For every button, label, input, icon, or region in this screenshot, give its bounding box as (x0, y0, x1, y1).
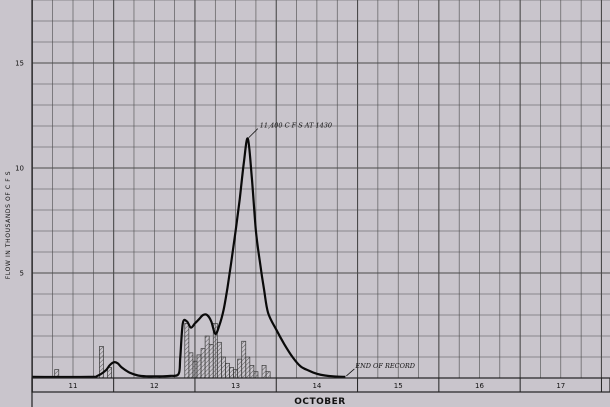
x-tick-label-17: 17 (556, 382, 565, 390)
x-tick-label-12: 12 (150, 382, 159, 390)
x-tick-label-15: 15 (394, 382, 403, 390)
rainfall-histogram (54, 323, 271, 379)
axes: FLOW IN THOUSANDS OF C F S OCTOBER 11 12 1… (5, 60, 610, 407)
annotations: 11,400 C F S AT 1430 END OF RECORD (248, 122, 416, 377)
y-tick-label-10: 10 (15, 165, 24, 173)
histogram-bar-11 (216, 341, 222, 379)
histogram-bar-18 (245, 356, 251, 379)
x-tick-label-11: 11 (69, 382, 78, 390)
flow-line (32, 137, 346, 379)
flow-hydrograph (32, 137, 346, 379)
histogram-bar-13 (225, 362, 230, 379)
x-tick-label-16: 16 (475, 382, 484, 390)
histogram-bar-6 (196, 354, 202, 379)
y-tick-label-15: 15 (15, 60, 24, 68)
histogram-bar-14 (229, 367, 234, 379)
grid (31, 0, 610, 407)
histogram-bar-15 (233, 369, 238, 379)
y-axis-label: FLOW IN THOUSANDS OF C F S (5, 171, 12, 279)
histogram-bar-8 (204, 335, 210, 379)
x-axis-label: OCTOBER (294, 397, 345, 407)
y-tick-label-5: 5 (20, 270, 24, 278)
end-of-record-annotation: END OF RECORD (354, 362, 415, 370)
histogram-bar-16 (237, 358, 243, 379)
histogram-bar-19 (249, 365, 255, 379)
histogram-bar-7 (200, 348, 206, 379)
end-leader-line (346, 368, 355, 377)
peak-leader-line (248, 128, 259, 138)
histogram-bar-20 (253, 371, 259, 379)
histogram-bar-3 (184, 323, 190, 379)
histogram-bar-5 (192, 360, 198, 379)
histogram-bar-9 (208, 344, 214, 379)
x-tick-label-13: 13 (231, 382, 240, 390)
histogram-bar-4 (188, 352, 194, 379)
x-tick-label-14: 14 (312, 382, 321, 390)
peak-annotation: 11,400 C F S AT 1430 (260, 122, 332, 130)
histogram-bar-21 (261, 365, 267, 379)
histogram-bar-12 (221, 356, 226, 379)
histogram-bar-17 (241, 340, 247, 379)
histogram-bar-22 (265, 371, 271, 379)
